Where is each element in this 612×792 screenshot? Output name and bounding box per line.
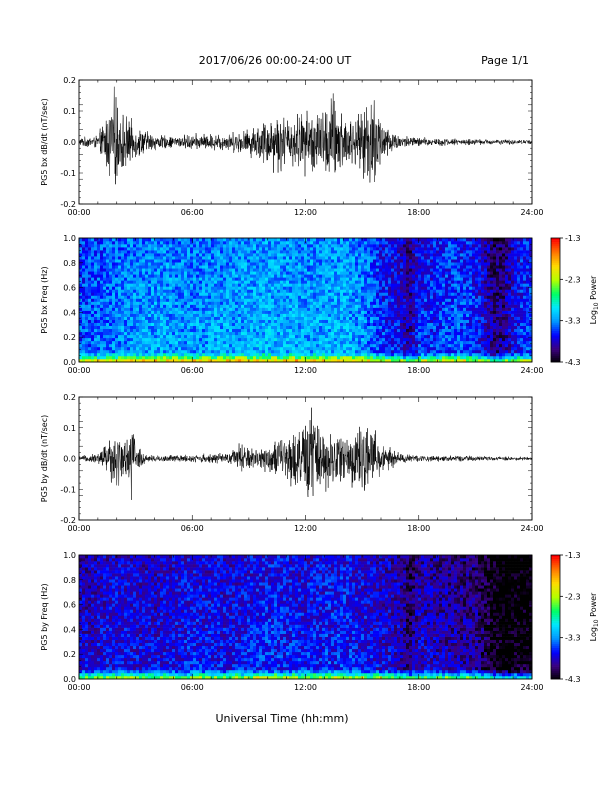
x-tick-label: 24:00 (520, 366, 543, 375)
y-tick-label: 0.0 (63, 455, 76, 464)
y-axis-label: PG5 bx Freq (Hz) (40, 266, 49, 333)
x-tick-label: 12:00 (294, 524, 317, 533)
x-tick-label: 18:00 (407, 366, 430, 375)
colorbar-tick-label: -4.3 (565, 358, 581, 367)
colorbar-tick-label: -2.3 (565, 592, 581, 601)
y-tick-label: 0.2 (63, 76, 76, 85)
y-axis: 0.0 0.2 0.4 0.6 0.8 1.0 (63, 551, 532, 684)
x-tick-label: 18:00 (407, 524, 430, 533)
x-axis: 00:00 06:00 12:00 18:00 24:00 (67, 238, 544, 375)
colorbar-label: Log10 Power (589, 275, 600, 324)
x-tick-label: 24:00 (520, 683, 543, 692)
x-tick-label: 00:00 (67, 524, 90, 533)
panel-2: -1.3 -2.3 -3.3 -4.3 Log10 Power 00:00 06:00 12:… (40, 234, 600, 375)
x-axis: 00:00 06:00 12:00 18:00 24:00 (67, 80, 544, 217)
y-tick-label: 0.4 (63, 625, 76, 634)
y-tick-label: 0.1 (63, 107, 76, 116)
x-tick-label: 12:00 (294, 208, 317, 217)
panel-3: 00:00 06:00 12:00 18:00 24:00-0.2-0.10.00.10… (40, 393, 544, 533)
x-axis-label: Universal Time (hh:mm) (216, 712, 349, 725)
spectrogram-cells (79, 555, 533, 680)
y-axis-label: PG5 by Freq (Hz) (40, 583, 49, 650)
y-tick-label: 0.2 (63, 393, 76, 402)
page-indicator: Page 1/1 (481, 54, 529, 67)
waveform-trace (79, 407, 532, 500)
y-axis-label: PG5 by dB/dt (nT/sec) (40, 415, 49, 502)
colorbar-tick-label: -3.3 (565, 634, 581, 643)
colorbar-tick-label: -4.3 (565, 675, 581, 684)
colorbar-tick-label: -1.3 (565, 234, 581, 243)
y-tick-label: 0.4 (63, 308, 76, 317)
x-tick-label: 06:00 (181, 208, 204, 217)
colorbar: -1.3 -2.3 -3.3 -4.3 Log10 Power (550, 234, 600, 367)
y-tick-label: 1.0 (63, 551, 76, 560)
x-tick-label: 24:00 (520, 208, 543, 217)
y-tick-label: 0.1 (63, 424, 76, 433)
y-tick-label: -0.2 (60, 516, 76, 525)
x-tick-label: 00:00 (67, 683, 90, 692)
y-tick-label: 1.0 (63, 234, 76, 243)
x-axis: 00:00 06:00 12:00 18:00 24:00 (67, 397, 544, 533)
y-tick-label: 0.0 (63, 138, 76, 147)
y-axis-label: PG5 bx dB/dt (nT/sec) (40, 98, 49, 185)
y-axis: -0.2 -0.1 0.0 0.1 0.2 (60, 393, 532, 525)
y-tick-label: -0.2 (60, 200, 76, 209)
x-tick-label: 18:00 (407, 208, 430, 217)
x-tick-label: 12:00 (294, 366, 317, 375)
y-tick-label: 0.8 (63, 259, 76, 268)
figure-title: 2017/06/26 00:00-24:00 UT (199, 54, 352, 67)
x-tick-label: 00:00 (67, 366, 90, 375)
x-tick-label: 12:00 (294, 683, 317, 692)
x-tick-label: 06:00 (181, 683, 204, 692)
colorbar-tick-label: -2.3 (565, 275, 581, 284)
y-tick-label: -0.1 (60, 485, 76, 494)
colorbar-tick-label: -1.3 (565, 551, 581, 560)
y-tick-label: -0.1 (60, 169, 76, 178)
y-tick-label: 0.0 (63, 358, 76, 367)
x-axis: 00:00 06:00 12:00 18:00 24:00 (67, 555, 544, 692)
waveform-trace (79, 86, 532, 185)
y-tick-label: 0.2 (63, 650, 76, 659)
spectrogram-cells (79, 238, 533, 363)
panels: 00:00 06:00 12:00 18:00 24:00-0.2-0.10.00.10… (40, 76, 600, 692)
y-tick-label: 0.8 (63, 576, 76, 585)
colorbar-tick-label: -3.3 (565, 317, 581, 326)
x-tick-label: 00:00 (67, 208, 90, 217)
panel-1: 00:00 06:00 12:00 18:00 24:00-0.2-0.10.00.10… (40, 76, 544, 217)
x-tick-label: 24:00 (520, 524, 543, 533)
y-tick-label: 0.2 (63, 333, 76, 342)
x-tick-label: 06:00 (181, 524, 204, 533)
colorbar: -1.3 -2.3 -3.3 -4.3 Log10 Power (550, 551, 600, 684)
y-tick-label: 0.0 (63, 675, 76, 684)
y-tick-label: 0.6 (63, 601, 76, 610)
panel-4: -1.3 -2.3 -3.3 -4.3 Log10 Power 00:00 06:00 12:… (40, 551, 600, 692)
x-tick-label: 18:00 (407, 683, 430, 692)
y-axis: 0.0 0.2 0.4 0.6 0.8 1.0 (63, 234, 532, 367)
colorbar-label: Log10 Power (589, 592, 600, 641)
y-tick-label: 0.6 (63, 284, 76, 293)
y-axis: -0.2 -0.1 0.0 0.1 0.2 (60, 76, 532, 209)
x-tick-label: 06:00 (181, 366, 204, 375)
